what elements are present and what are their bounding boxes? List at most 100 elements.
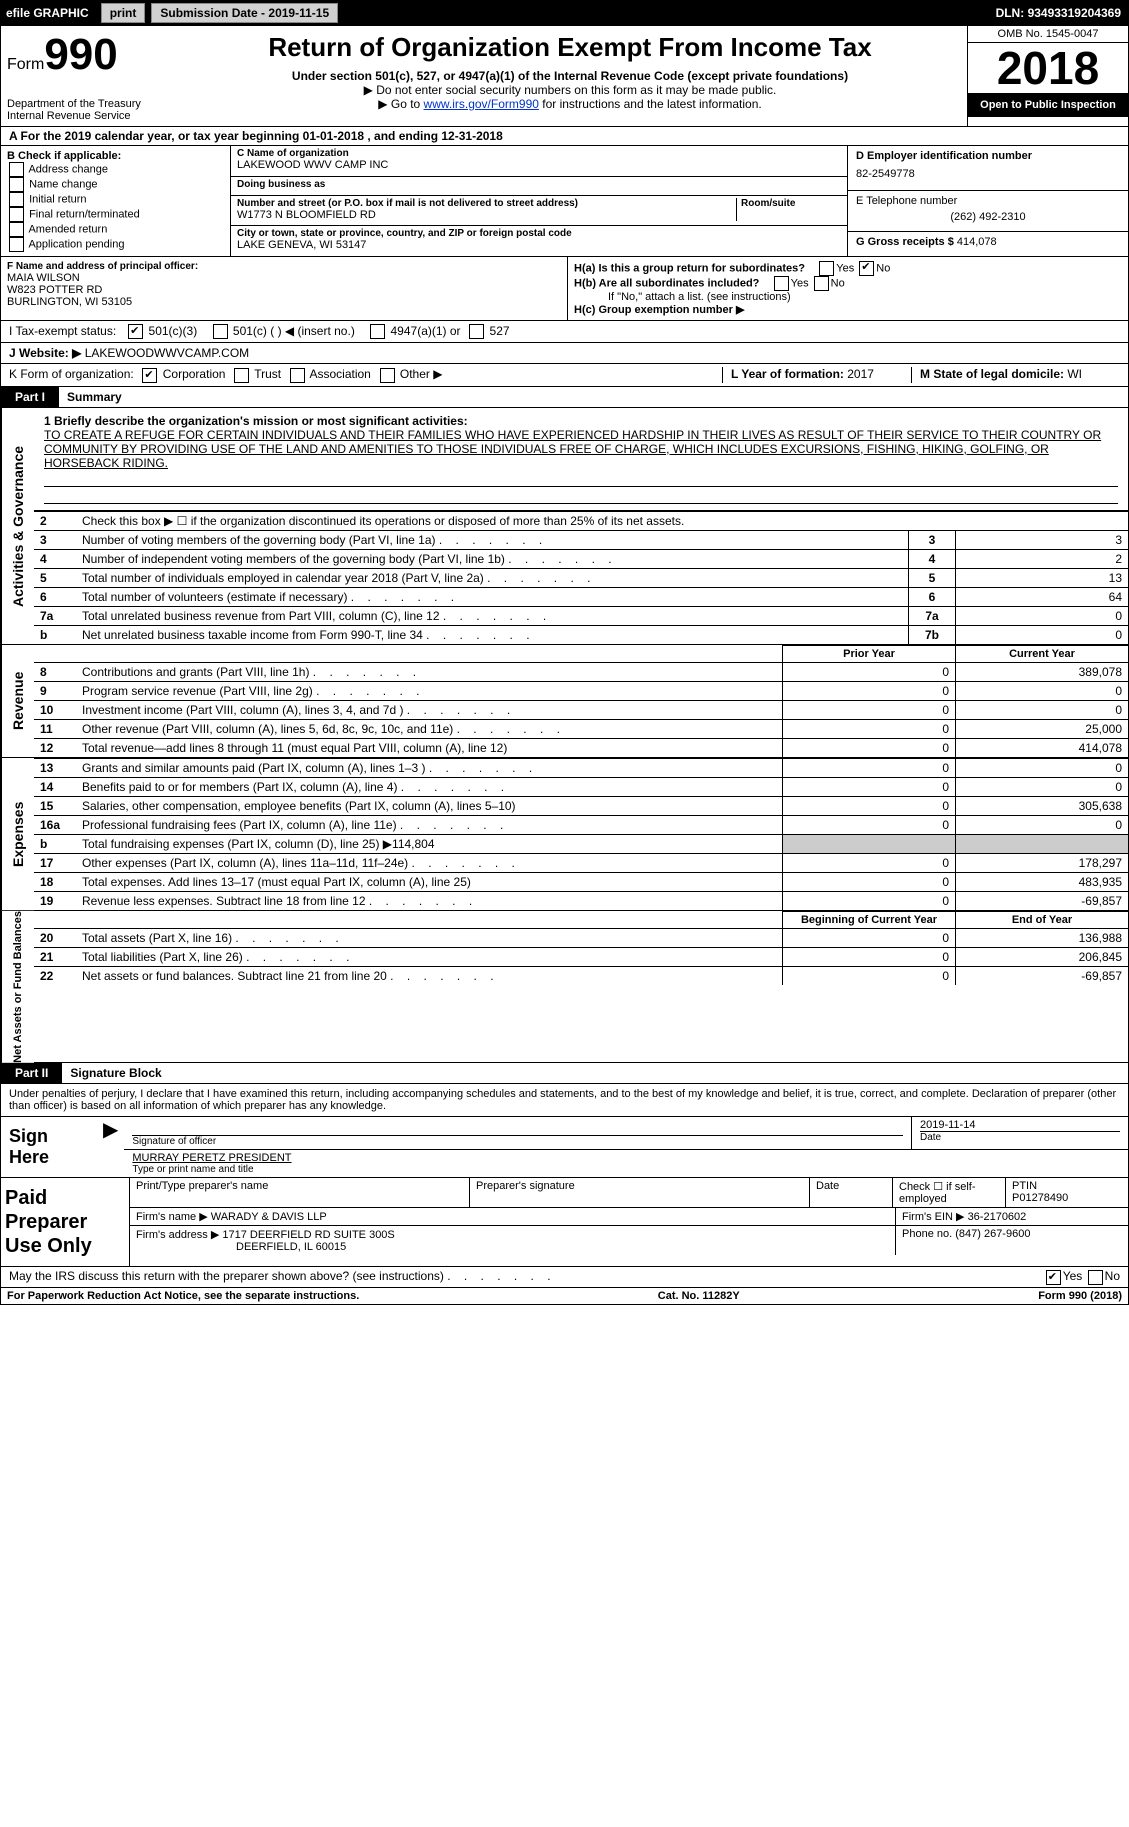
check-final-return[interactable]: Final return/terminated: [7, 207, 224, 222]
vtab-netassets: Net Assets or Fund Balances: [1, 911, 34, 1063]
table-row: 3Number of voting members of the governi…: [34, 530, 1128, 549]
addr-label: Number and street (or P.O. box if mail i…: [237, 198, 732, 209]
discuss-yes[interactable]: [1046, 1270, 1061, 1285]
org-name-label: C Name of organization: [237, 148, 841, 159]
prior-year-header: Prior Year: [783, 645, 956, 662]
submission-date-button[interactable]: Submission Date - 2019-11-15: [151, 3, 338, 23]
table-row: 16aProfessional fundraising fees (Part I…: [34, 815, 1128, 834]
print-button[interactable]: print: [101, 3, 146, 23]
form-number: Form990: [7, 30, 167, 80]
table-row: 10Investment income (Part VIII, column (…: [34, 700, 1128, 719]
check-name-change[interactable]: Name change: [7, 177, 224, 192]
prep-name-header: Print/Type preparer's name: [130, 1178, 470, 1207]
line-m-value: WI: [1067, 367, 1082, 381]
table-row: 9Program service revenue (Part VIII, lin…: [34, 681, 1128, 700]
revenue-table: Prior YearCurrent Year 8Contributions an…: [34, 645, 1128, 757]
mission-label: 1 Briefly describe the organization's mi…: [44, 414, 468, 428]
firm-ein-label: Firm's EIN ▶: [902, 1211, 965, 1223]
h-c-label: H(c) Group exemption number ▶: [574, 304, 744, 316]
line-k-label: K Form of organization:: [9, 367, 134, 381]
line-j: J Website: ▶ LAKEWOODWWVCAMP.COM: [0, 343, 1129, 364]
addr-value: W1773 N BLOOMFIELD RD: [237, 209, 732, 221]
line-l-label: L Year of formation:: [731, 367, 847, 381]
perjury-statement: Under penalties of perjury, I declare th…: [1, 1084, 1128, 1117]
table-row: 12Total revenue—add lines 8 through 11 (…: [34, 738, 1128, 757]
line-klm: K Form of organization: Corporation Trus…: [0, 364, 1129, 386]
table-row: 8Contributions and grants (Part VIII, li…: [34, 662, 1128, 681]
city-value: LAKE GENEVA, WI 53147: [237, 239, 841, 251]
line-2-desc: Check this box ▶ ☐ if the organization d…: [76, 511, 1128, 530]
website-label: J Website: ▶: [9, 346, 81, 360]
firm-phone-label: Phone no.: [902, 1228, 952, 1240]
footer-right: Form 990 (2018): [1038, 1290, 1122, 1302]
check-application-pending[interactable]: Application pending: [7, 237, 224, 252]
mission-text: TO CREATE A REFUGE FOR CERTAIN INDIVIDUA…: [44, 428, 1118, 470]
part-1-label: Part I: [1, 387, 59, 407]
begin-year-header: Beginning of Current Year: [783, 911, 956, 928]
governance-table: 2Check this box ▶ ☐ if the organization …: [34, 511, 1128, 644]
check-assoc[interactable]: [290, 368, 305, 383]
firm-addr2: DEERFIELD, IL 60015: [136, 1241, 346, 1253]
table-row: 7aTotal unrelated business revenue from …: [34, 606, 1128, 625]
h-b-no[interactable]: [814, 276, 829, 291]
table-row: 5Total number of individuals employed in…: [34, 568, 1128, 587]
website-value: LAKEWOODWWVCAMP.COM: [85, 346, 249, 360]
table-row: 18Total expenses. Add lines 13–17 (must …: [34, 872, 1128, 891]
submission-date-label: Submission Date -: [160, 6, 268, 20]
h-b-yes[interactable]: [774, 276, 789, 291]
expenses-table: 13Grants and similar amounts paid (Part …: [34, 758, 1128, 910]
part-1-header: Part I Summary: [0, 387, 1129, 408]
box-f: F Name and address of principal officer:…: [1, 257, 568, 320]
check-corp[interactable]: [142, 368, 157, 383]
officer-sig-name-label: Type or print name and title: [132, 1164, 1120, 1175]
officer-addr2: BURLINGTON, WI 53105: [7, 296, 561, 308]
discuss-no[interactable]: [1088, 1270, 1103, 1285]
part-2-header: Part II Signature Block: [0, 1063, 1129, 1084]
check-initial-return[interactable]: Initial return: [7, 192, 224, 207]
irs-link[interactable]: www.irs.gov/Form990: [424, 97, 539, 111]
box-c: C Name of organization LAKEWOOD WWV CAMP…: [231, 146, 848, 256]
line-l-value: 2017: [847, 367, 874, 381]
firm-name: WARADY & DAVIS LLP: [211, 1211, 327, 1223]
phone-label: E Telephone number: [856, 195, 1120, 207]
arrow-icon: ▶: [97, 1117, 124, 1177]
tax-year: 2018: [968, 43, 1128, 93]
footer-mid: Cat. No. 11282Y: [658, 1290, 740, 1302]
line-m-label: M State of legal domicile:: [920, 367, 1067, 381]
form-title: Return of Organization Exempt From Incom…: [179, 32, 961, 63]
check-amended[interactable]: Amended return: [7, 222, 224, 237]
table-row: 19Revenue less expenses. Subtract line 1…: [34, 891, 1128, 910]
preparer-label: Paid Preparer Use Only: [1, 1178, 129, 1266]
gross-label: G Gross receipts $: [856, 236, 957, 248]
form-note2: ▶ Go to www.irs.gov/Form990 for instruct…: [179, 97, 961, 111]
open-public-badge: Open to Public Inspection: [968, 93, 1128, 117]
discuss-text: May the IRS discuss this return with the…: [9, 1269, 1044, 1284]
check-trust[interactable]: [234, 368, 249, 383]
table-row: 2Check this box ▶ ☐ if the organization …: [34, 511, 1128, 530]
check-501c[interactable]: [213, 324, 228, 339]
check-4947[interactable]: [370, 324, 385, 339]
table-row: bTotal fundraising expenses (Part IX, co…: [34, 834, 1128, 853]
officer-group-row: F Name and address of principal officer:…: [0, 257, 1129, 321]
efile-label: efile GRAPHIC: [0, 6, 95, 20]
officer-addr1: W823 POTTER RD: [7, 284, 561, 296]
box-b-label: B Check if applicable:: [7, 150, 224, 162]
box-h: H(a) Is this a group return for subordin…: [568, 257, 1128, 320]
check-527[interactable]: [469, 324, 484, 339]
ptin-value: P01278490: [1012, 1192, 1122, 1204]
check-other[interactable]: [380, 368, 395, 383]
sig-date: 2019-11-14: [920, 1119, 1120, 1131]
check-address-change[interactable]: Address change: [7, 162, 224, 177]
check-501c3[interactable]: [128, 324, 143, 339]
form-subtitle: Under section 501(c), 527, or 4947(a)(1)…: [179, 69, 961, 83]
dept-label: Department of the Treasury Internal Reve…: [7, 98, 167, 122]
h-a-no[interactable]: [859, 261, 874, 276]
h-a-yes[interactable]: [819, 261, 834, 276]
line-i: I Tax-exempt status: 501(c)(3) 501(c) ( …: [0, 321, 1129, 343]
omb-number: OMB No. 1545-0047: [968, 26, 1128, 43]
h-b-label: H(b) Are all subordinates included?: [574, 277, 759, 289]
submission-date-value: 2019-11-15: [268, 6, 329, 20]
preparer-section: Paid Preparer Use Only Print/Type prepar…: [0, 1178, 1129, 1267]
part-1-title: Summary: [59, 390, 122, 404]
vtab-governance: Activities & Governance: [1, 408, 34, 644]
